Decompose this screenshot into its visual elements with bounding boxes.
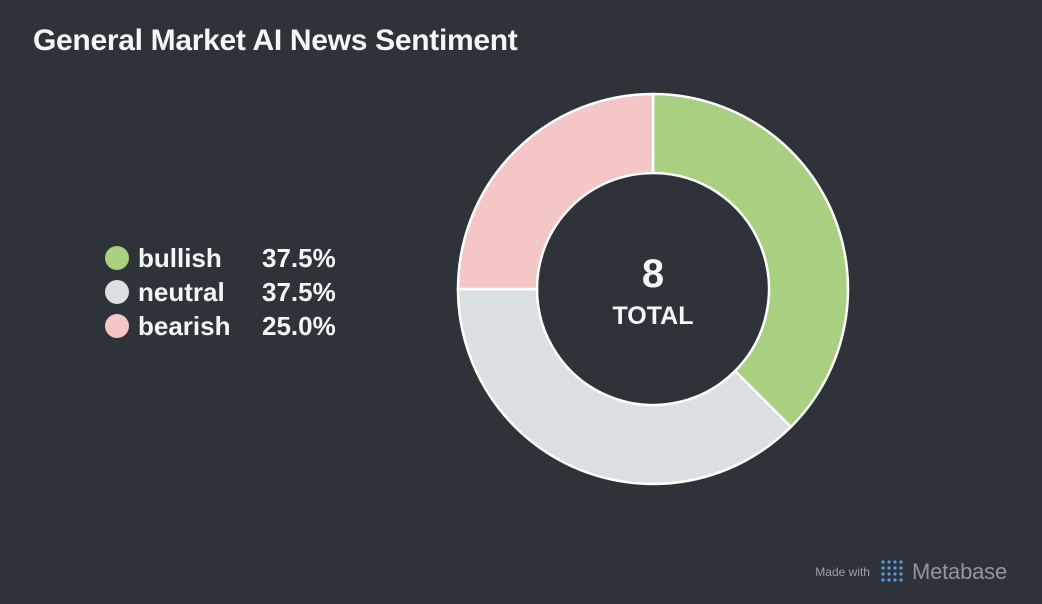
legend-label: bullish <box>138 242 222 273</box>
legend-item-bullish[interactable]: bullish 37.5% <box>105 241 336 275</box>
made-with-text: Made with <box>815 565 870 579</box>
chart-legend: bullish 37.5% neutral 37.5% bearish 25.0… <box>105 241 336 343</box>
footer-branding[interactable]: Made with Metabase <box>815 558 1007 586</box>
legend-percent: 25.0% <box>262 310 336 341</box>
donut-slice-bearish[interactable] <box>456 92 655 291</box>
metabase-brand-name: Metabase <box>911 559 1007 584</box>
center-total-label: TOTAL <box>612 302 693 330</box>
legend-dot-bearish <box>105 314 129 338</box>
legend-label: bearish <box>138 310 231 341</box>
legend-dot-bullish <box>105 246 129 270</box>
legend-item-neutral[interactable]: neutral 37.5% <box>105 275 336 309</box>
donut-slice-bullish[interactable] <box>651 92 850 429</box>
donut-slices <box>456 92 850 486</box>
legend-dot-neutral <box>105 280 129 304</box>
legend-percent: 37.5% <box>262 276 336 307</box>
legend-label: neutral <box>138 276 225 307</box>
donut-slice-neutral[interactable] <box>456 287 793 486</box>
metabase-logo-icon <box>881 560 903 582</box>
legend-percent: 37.5% <box>262 242 336 273</box>
page-title: General Market AI News Sentiment <box>33 24 518 57</box>
center-total-value: 8 <box>642 252 664 296</box>
legend-item-bearish[interactable]: bearish 25.0% <box>105 309 336 343</box>
